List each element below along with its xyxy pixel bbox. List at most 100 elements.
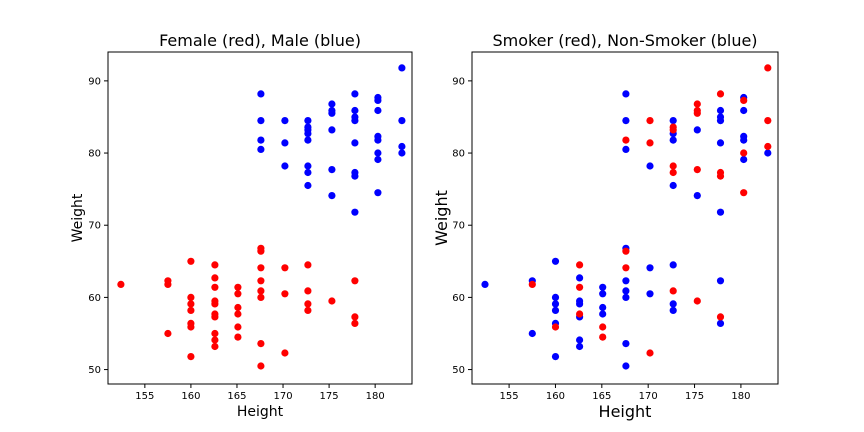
data-point-s1-18: [328, 126, 336, 134]
x-tick-label: 160: [181, 391, 200, 402]
data-point-s0-29: [257, 264, 265, 272]
data-point-s1-19: [328, 166, 336, 174]
data-point-s0-10: [187, 353, 195, 361]
data-point-s0-36: [669, 300, 677, 308]
data-point-s1-14: [669, 126, 677, 134]
data-point-s0-34: [257, 362, 265, 370]
data-point-s1-20: [693, 109, 701, 117]
data-point-s1-30: [764, 64, 772, 72]
x-tick-label: 175: [685, 391, 704, 402]
data-point-s0-28: [646, 162, 654, 170]
data-point-s0-38: [693, 126, 701, 134]
data-point-s0-18: [599, 310, 607, 318]
plot-area: [117, 64, 406, 370]
data-point-s1-28: [740, 149, 748, 157]
data-point-s0-15: [599, 283, 607, 291]
data-point-s0-26: [622, 340, 630, 348]
data-point-s0-6: [551, 306, 560, 314]
data-point-s0-25: [234, 323, 242, 331]
data-point-s1-38: [398, 117, 406, 125]
data-point-s0-19: [622, 90, 630, 98]
data-point-s1-5: [599, 323, 607, 331]
data-point-s1-25: [716, 172, 725, 180]
data-point-s1-10: [304, 130, 312, 138]
data-point-s1-40: [398, 149, 406, 157]
x-tick-label: 180: [366, 391, 385, 402]
data-point-s0-21: [622, 145, 630, 153]
data-point-s0-11: [211, 261, 219, 269]
data-point-s1-12: [646, 349, 654, 357]
data-point-s0-35: [669, 261, 677, 269]
y-axis-label: Weight: [432, 190, 451, 246]
data-point-s1-2: [257, 136, 265, 144]
data-point-s0-32: [257, 293, 265, 301]
data-point-s0-4: [551, 293, 560, 301]
x-axis-label: Height: [599, 402, 652, 421]
data-point-s0-3: [551, 257, 560, 265]
data-point-s1-20: [328, 192, 336, 200]
y-tick-label: 80: [452, 149, 465, 160]
data-point-s1-0: [257, 90, 265, 98]
data-point-s0-23: [234, 303, 242, 312]
data-point-s0-42: [328, 297, 336, 305]
data-point-s0-33: [257, 340, 265, 348]
data-point-s0-31: [669, 117, 677, 125]
x-tick-label: 175: [320, 391, 339, 402]
data-point-s0-46: [716, 319, 725, 327]
data-point-s0-45: [351, 319, 359, 327]
data-point-s1-1: [551, 323, 560, 331]
data-point-s1-31: [374, 106, 382, 115]
data-point-s0-29: [646, 264, 654, 272]
data-point-s1-25: [351, 139, 359, 147]
axes-frame: [107, 51, 413, 385]
y-tick-label: 90: [452, 76, 465, 87]
data-point-s1-28: [351, 208, 359, 216]
chart-title: Smoker (red), Non-Smoker (blue): [492, 31, 757, 50]
data-point-s1-23: [716, 90, 725, 98]
data-point-s0-8: [551, 353, 560, 361]
data-point-s1-35: [374, 155, 382, 164]
data-point-s1-24: [351, 117, 359, 125]
data-point-s0-11: [576, 300, 584, 308]
data-point-s1-27: [740, 96, 748, 104]
y-tick-label: 50: [452, 365, 465, 376]
data-point-s0-22: [234, 290, 242, 298]
y-tick-label: 90: [88, 76, 101, 87]
y-tick-label: 60: [452, 293, 465, 304]
data-point-s0-5: [551, 300, 560, 308]
data-point-s0-9: [576, 274, 584, 282]
data-point-s0-36: [281, 290, 289, 298]
x-tick-label: 155: [135, 391, 154, 402]
data-point-s1-17: [328, 109, 336, 117]
data-point-s0-51: [740, 155, 748, 164]
x-tick-label: 165: [227, 391, 246, 402]
data-point-s0-50: [740, 136, 748, 144]
y-tick-label: 80: [88, 149, 101, 160]
x-axis: 155 160 165 170 175 180: [135, 384, 385, 402]
data-point-s0-40: [716, 106, 725, 115]
data-point-s0-6: [187, 300, 195, 308]
plot-area: [481, 64, 772, 370]
x-axis-label: Height: [237, 404, 284, 420]
data-point-s0-37: [281, 349, 289, 357]
x-tick-label: 170: [639, 391, 658, 402]
y-tick-label: 70: [88, 221, 101, 232]
data-point-s0-5: [187, 293, 195, 301]
data-point-s0-35: [281, 264, 289, 272]
data-point-s0-0: [117, 280, 125, 288]
data-point-s1-17: [669, 287, 677, 295]
data-point-s1-34: [374, 149, 382, 157]
data-point-s1-0: [528, 280, 536, 288]
data-point-s0-0: [481, 280, 489, 288]
x-tick-label: 180: [731, 391, 750, 402]
data-point-s0-34: [669, 181, 677, 190]
x-tick-label: 165: [592, 391, 611, 402]
data-point-s0-25: [622, 293, 630, 301]
data-point-s1-21: [693, 166, 701, 174]
data-point-s1-11: [646, 139, 654, 147]
chart-title: Female (red), Male (blue): [159, 31, 361, 50]
data-point-s1-4: [281, 117, 289, 125]
chart-smoker: Smoker (red), Non-Smoker (blue) 155 160 16…: [432, 31, 779, 421]
data-point-s1-16: [669, 168, 677, 177]
